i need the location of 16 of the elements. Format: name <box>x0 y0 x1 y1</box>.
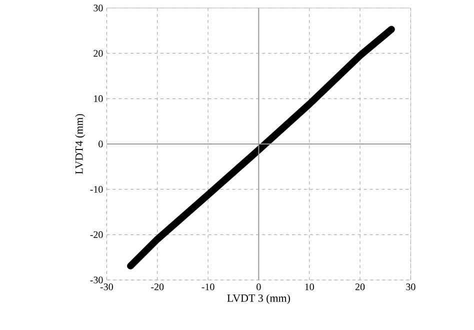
x-tick-label: -30 <box>100 284 113 290</box>
x-tick-label: -10 <box>202 284 214 290</box>
y-tick-label: -20 <box>90 231 103 238</box>
y-tick-label: -30 <box>90 276 103 284</box>
y-axis-title: LVDT4 (mm) <box>75 114 86 174</box>
x-tick-label: 30 <box>406 284 416 290</box>
y-tick-label: 10 <box>94 95 103 102</box>
x-tick-label: 10 <box>305 284 314 290</box>
y-tick-label: -10 <box>90 186 103 193</box>
y-tick-label: 20 <box>94 50 103 57</box>
x-tick-label: -20 <box>151 284 164 290</box>
y-tick-label: 30 <box>94 4 103 12</box>
x-tick-label: 20 <box>355 284 365 290</box>
x-axis-title: LVDT 3 (mm) <box>227 294 290 304</box>
y-tick-label: 0 <box>98 140 103 148</box>
x-tick-label: 0 <box>256 284 261 290</box>
